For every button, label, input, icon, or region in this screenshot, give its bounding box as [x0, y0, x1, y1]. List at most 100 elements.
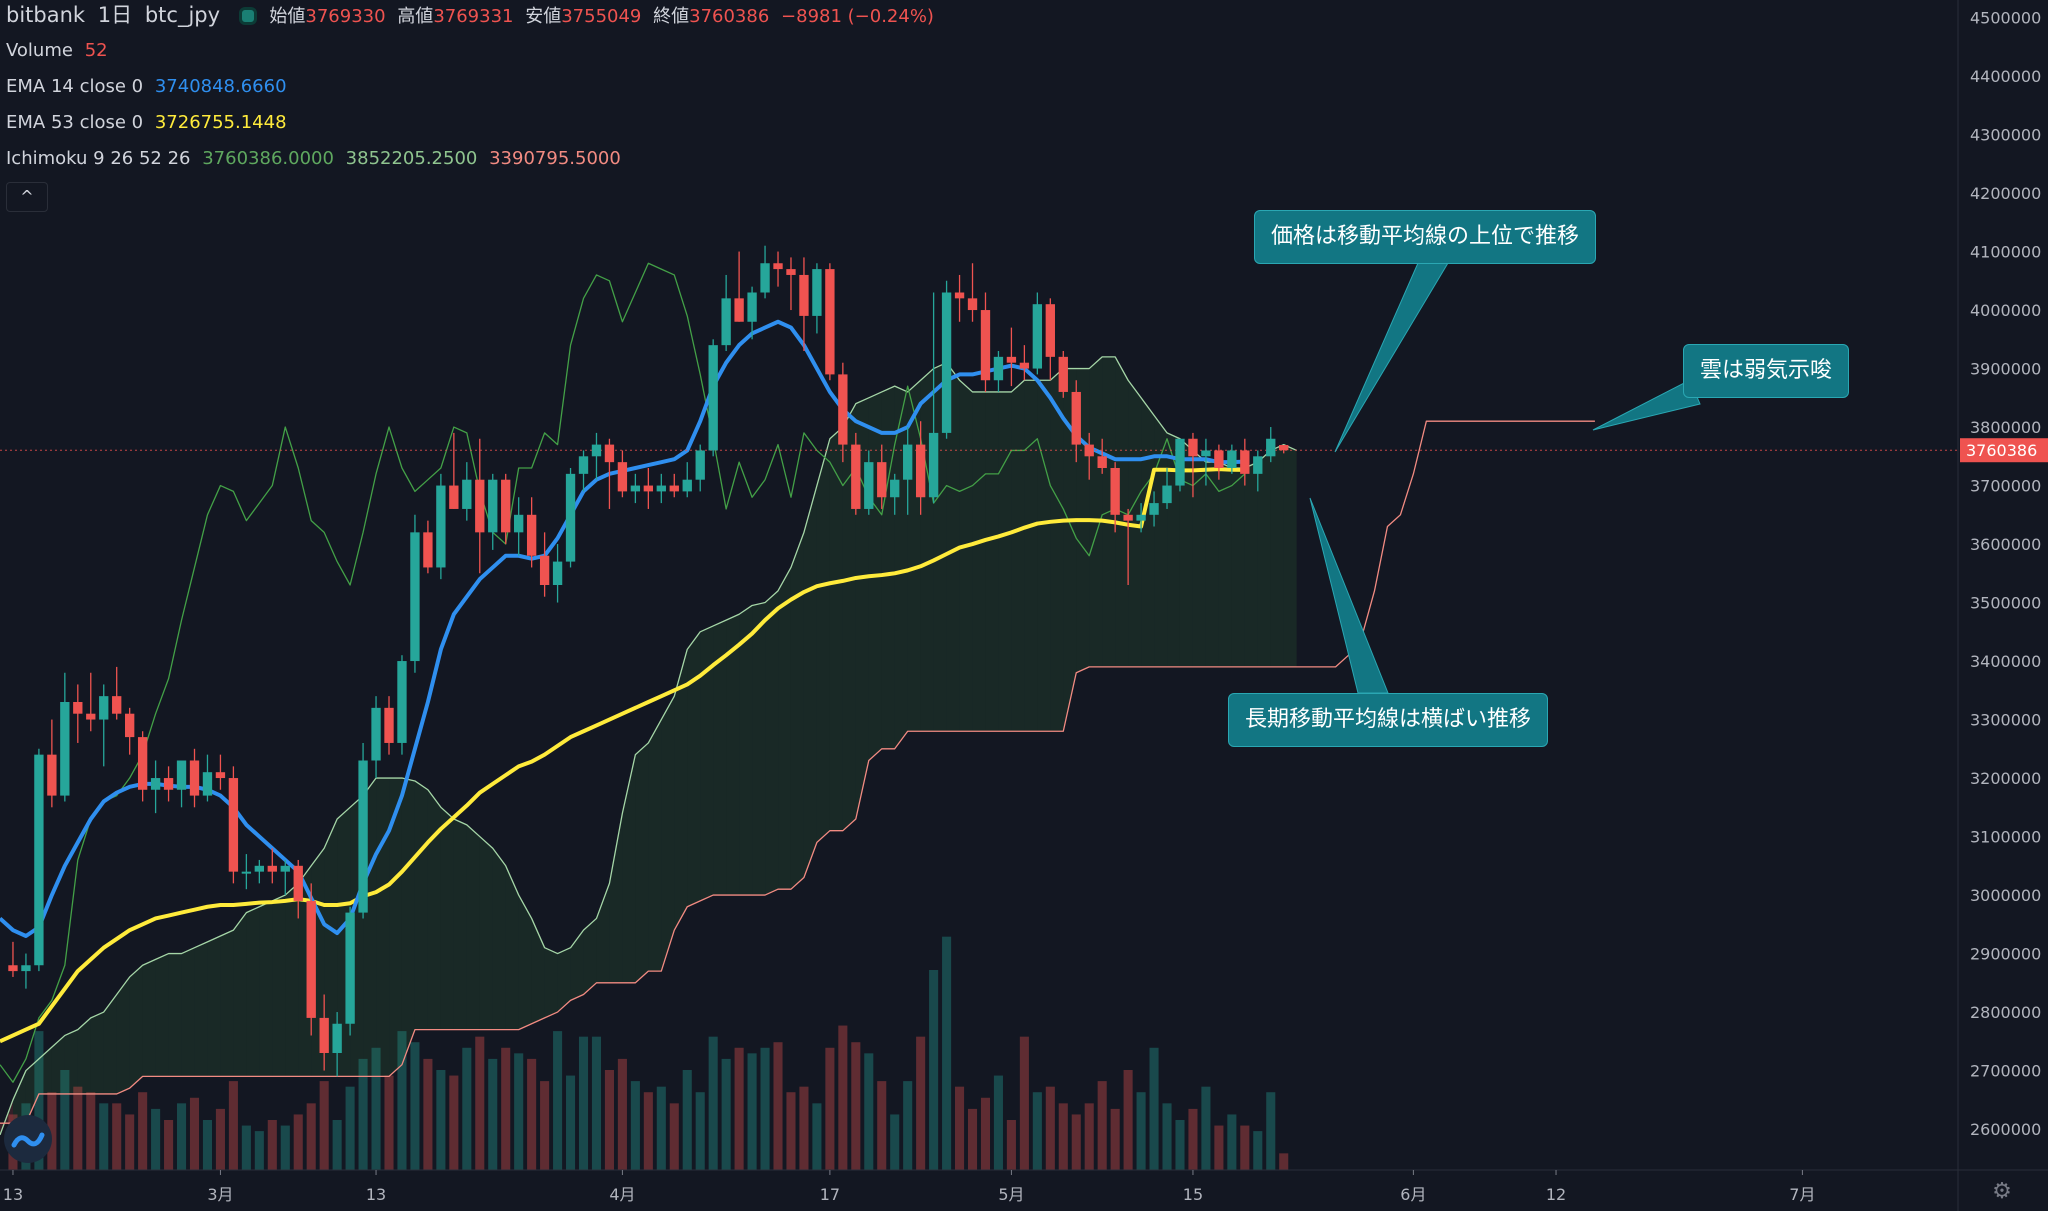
ichimoku-value-2: 3852205.2500 — [345, 148, 478, 169]
callout-cloud-bearish[interactable]: 雲は弱気示唆 — [1683, 344, 1850, 398]
tradingview-logo-icon[interactable] — [4, 1115, 52, 1163]
senkou-b-line — [0, 420, 1595, 1124]
cloud-segment — [194, 941, 208, 1077]
volume-bar — [215, 1108, 225, 1170]
price-axis: 4500000 4400000 4300000 4200000 4100000 40000… — [1957, 0, 2048, 1211]
candle-body — [630, 485, 641, 492]
cloud-segment — [155, 953, 169, 1077]
cloud-segment — [1063, 368, 1077, 732]
candle-body — [423, 532, 433, 568]
cloud-segment — [518, 895, 532, 1030]
candle-body — [462, 479, 472, 509]
candle-body — [449, 485, 459, 509]
candle-body — [99, 696, 109, 720]
volume-bar — [838, 1025, 848, 1170]
volume-bar — [916, 1036, 926, 1170]
cloud-segment — [661, 696, 675, 972]
volume-bar — [747, 1053, 757, 1170]
callout-long-ma-flat[interactable]: 長期移動平均線は横ばい推移 — [1228, 693, 1549, 747]
time-tick-label: 13 — [3, 1185, 23, 1204]
candle-body — [552, 561, 563, 585]
volume-bar — [1058, 1103, 1068, 1170]
legend-ema14-row[interactable]: EMA 14 close 0 3740848.6660 — [6, 76, 293, 98]
time-tick-label: 3月 — [207, 1185, 233, 1204]
candle-body — [1136, 514, 1146, 521]
price-tick-label: 3200000 — [1970, 769, 2041, 788]
symbol-name[interactable]: btc_jpy — [144, 3, 221, 27]
market-status-icon — [238, 7, 257, 25]
legend-ichimoku-row[interactable]: Ichimoku 9 26 52 26 3760386.0000 3852205… — [6, 148, 627, 170]
volume-bar — [1253, 1131, 1263, 1170]
cloud-segment — [842, 403, 856, 831]
candle-body — [189, 760, 200, 796]
interval-label[interactable]: 1日 — [97, 3, 133, 27]
candle-body — [8, 965, 18, 972]
volume-bar — [280, 1125, 290, 1170]
cloud-segment — [479, 836, 493, 1030]
cloud-segment — [466, 824, 480, 1030]
cloud-segment — [453, 819, 467, 1030]
cloud-segment — [129, 965, 143, 1089]
candle-body — [293, 865, 303, 901]
last-price-tag — [1960, 438, 2048, 463]
candle-body — [643, 485, 654, 492]
cloud-segment — [440, 807, 454, 1030]
volume-bar — [1110, 1108, 1120, 1170]
price-tick-label: 3300000 — [1970, 711, 2041, 730]
cloud-segment — [1024, 380, 1038, 732]
candle-body — [721, 298, 731, 346]
volume-bar — [773, 1042, 783, 1170]
volume-bar — [462, 1047, 472, 1170]
volume-bar — [695, 1092, 705, 1170]
volume-value: 52 — [84, 40, 108, 61]
volume-bar — [1136, 1092, 1146, 1170]
legend-volume-row[interactable]: Volume 52 — [6, 40, 114, 62]
candle-body — [358, 760, 368, 913]
gear-icon[interactable]: ⚙ — [1992, 1179, 2012, 1204]
cloud-segment — [894, 386, 908, 749]
volume-bar — [825, 1047, 835, 1170]
cloud-segment — [51, 1035, 65, 1094]
legend-ema53-row[interactable]: EMA 53 close 0 3726755.1448 — [6, 112, 293, 134]
cloud-segment — [557, 947, 571, 1013]
volume-bar — [877, 1081, 887, 1170]
candle-body — [163, 778, 174, 790]
cloud-segment — [246, 906, 260, 1077]
legend-symbol-row[interactable]: bitbank 1日 btc_jpy 始値3769330 高値3769331 安… — [6, 4, 946, 28]
cloud-segment — [972, 391, 986, 732]
callout-price-above-ma[interactable]: 価格は移動平均線の上位で推移 — [1254, 210, 1597, 264]
cloud-segment — [803, 485, 817, 878]
candle-body — [617, 462, 628, 492]
cloud-segment — [635, 742, 649, 983]
candle-body — [708, 345, 718, 451]
cloud-segment — [505, 865, 519, 1030]
cloud-segment — [829, 427, 843, 831]
cloud-segment — [778, 567, 791, 890]
candle-body — [967, 298, 978, 311]
high-value: 3769331 — [433, 6, 514, 27]
volume-bar — [254, 1131, 264, 1170]
candle-body — [591, 444, 602, 457]
volume-bar — [345, 1086, 355, 1170]
cloud-segment — [1205, 462, 1219, 667]
candle-body — [73, 702, 83, 714]
volume-bar — [851, 1042, 861, 1170]
volume-bar — [669, 1103, 679, 1170]
cloud-segment — [103, 994, 117, 1094]
volume-bar — [630, 1081, 640, 1170]
volume-bar — [929, 970, 939, 1170]
volume-bar — [527, 1058, 537, 1170]
candle-body — [980, 310, 991, 381]
ema14-label: EMA 14 close 0 — [6, 76, 144, 97]
volume-bars — [8, 936, 1289, 1170]
candle-body — [1227, 450, 1237, 468]
price-tick-label: 3000000 — [1970, 886, 2041, 905]
collapse-legend-button[interactable]: ^ — [6, 182, 48, 212]
last-price-tag-label: 3760386 — [1966, 441, 2037, 460]
cloud-segment — [920, 368, 934, 732]
volume-bar — [1279, 1153, 1289, 1170]
volume-bar — [371, 1047, 381, 1170]
volume-bar — [591, 1036, 602, 1170]
volume-bar — [514, 1053, 524, 1170]
